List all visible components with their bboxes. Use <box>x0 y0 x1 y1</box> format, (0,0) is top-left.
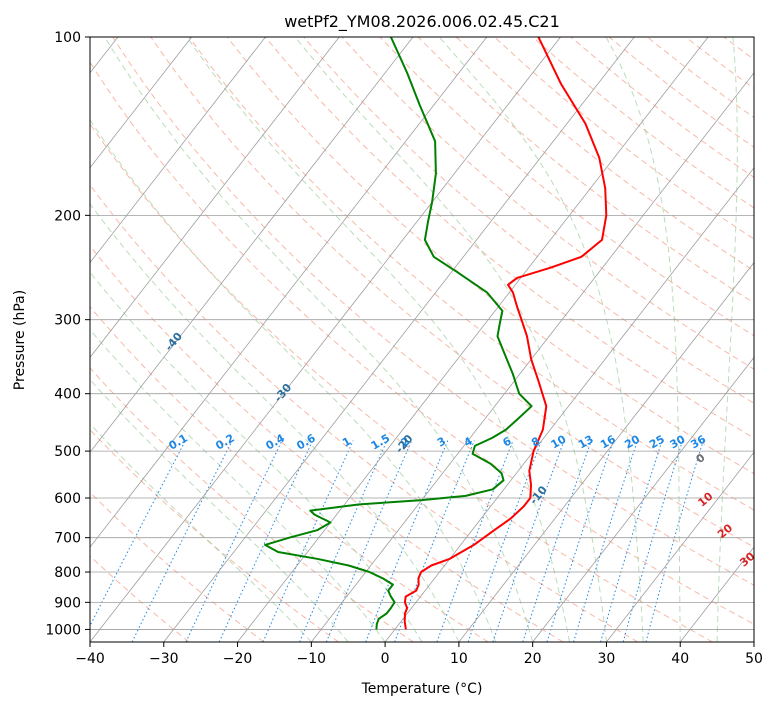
dry-adiabat-line <box>90 305 489 642</box>
dry-adiabats <box>90 37 754 642</box>
isotherm-gridline <box>237 37 709 642</box>
moist-adiabat-line <box>294 37 607 642</box>
y-axis-label: Pressure (hPa) <box>12 290 28 390</box>
chart-title: wetPf2_YM08.2026.006.02.45.C21 <box>284 12 560 32</box>
x-tick-label: 10 <box>450 651 468 667</box>
mixing-ratio-line <box>262 440 354 642</box>
isotherm-gridline <box>90 37 561 642</box>
dry-adiabat-line <box>188 37 754 511</box>
mixing-ratio-line <box>573 440 639 642</box>
y-tick-label: 300 <box>54 313 81 329</box>
isotherm-gridline <box>606 451 754 642</box>
y-tick-label: 700 <box>54 531 81 547</box>
mixing-ratio-line <box>622 440 684 642</box>
moist-adiabat-line <box>605 37 681 642</box>
dry-adiabat-line <box>90 184 639 642</box>
mixing-ratio-line <box>325 440 413 642</box>
dry-adiabat-line <box>341 37 754 370</box>
x-tick-label: −30 <box>149 651 179 667</box>
isotherm-gridline <box>532 356 754 642</box>
moist-adiabat-line <box>186 37 571 642</box>
isotherm-gridline <box>90 37 340 359</box>
x-tick-label: 40 <box>671 651 689 667</box>
y-tick-label: 200 <box>54 208 81 224</box>
dewpoint-curve <box>264 37 533 630</box>
x-tick-label: −10 <box>297 651 327 667</box>
mixing-ratio-line <box>645 440 704 642</box>
x-tick-label: 30 <box>598 651 616 667</box>
mixing-ratio-line <box>299 440 388 642</box>
x-tick-label: −40 <box>75 651 105 667</box>
moist-adiabats <box>90 37 738 642</box>
dry-adiabat-line <box>379 37 754 337</box>
dry-adiabat-line <box>417 37 754 304</box>
x-tick-label: 20 <box>524 651 542 667</box>
y-tick-label: 600 <box>54 491 81 507</box>
dry-adiabat-line <box>90 61 754 625</box>
x-tick-label: 0 <box>381 651 390 667</box>
mixing-ratio-line <box>600 440 663 642</box>
y-tick-label: 900 <box>54 595 81 611</box>
isotherm-gridline <box>90 37 414 453</box>
moist-adiabat-line <box>90 423 312 642</box>
y-tick-label: 100 <box>54 30 81 46</box>
moist-adiabat-line <box>90 328 386 642</box>
temperature-curve <box>403 37 608 630</box>
x-axis-label: Temperature (°C) <box>361 681 483 697</box>
dry-adiabat-line <box>90 123 713 642</box>
moist-adiabat-line <box>716 37 738 642</box>
isotherm-gridline <box>163 37 635 642</box>
dry-adiabat-line <box>90 245 564 642</box>
mixing-ratio-line <box>492 440 565 642</box>
plot-area: 0.10.20.40.611.52346810131620253036-100-… <box>90 37 754 642</box>
moist-adiabat-line <box>104 37 534 642</box>
isotherm-gridline <box>384 167 754 642</box>
isotherm-gridline <box>90 37 266 264</box>
isotherm-gridline <box>311 72 754 642</box>
isotherm-gridline <box>90 37 488 548</box>
dry-adiabat-line <box>150 37 754 548</box>
x-tick-label: −20 <box>223 651 253 667</box>
mixing-ratio-line <box>131 440 233 642</box>
sounding-curves <box>264 37 608 630</box>
moist-adiabat-line <box>90 203 460 642</box>
dry-adiabat-line <box>90 555 190 642</box>
y-axis: 100 200 300 400 500 600 700 800 900 1000 <box>45 30 90 638</box>
moist-adiabat-line <box>90 119 497 642</box>
x-axis: −40 −30 −20 −10 0 10 20 30 40 50 <box>75 642 763 667</box>
dry-adiabat-line <box>112 37 754 586</box>
plot-frame <box>89 36 755 643</box>
dry-adiabat-line <box>90 429 339 642</box>
isotherm-gridline <box>458 261 754 642</box>
y-tick-label: 400 <box>54 387 81 403</box>
y-tick-label: 800 <box>54 565 81 581</box>
isotherm-gridline <box>90 37 192 169</box>
y-tick-label: 1000 <box>45 622 81 638</box>
isotherm-gridlines <box>90 37 754 642</box>
y-tick-label: 500 <box>54 444 81 460</box>
x-tick-label: 50 <box>745 651 763 667</box>
mixing-ratio-line <box>467 440 542 642</box>
moist-adiabat-line <box>438 37 644 642</box>
